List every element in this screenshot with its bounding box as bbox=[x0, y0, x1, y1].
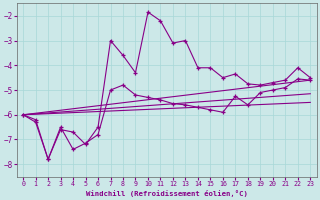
X-axis label: Windchill (Refroidissement éolien,°C): Windchill (Refroidissement éolien,°C) bbox=[86, 190, 248, 197]
